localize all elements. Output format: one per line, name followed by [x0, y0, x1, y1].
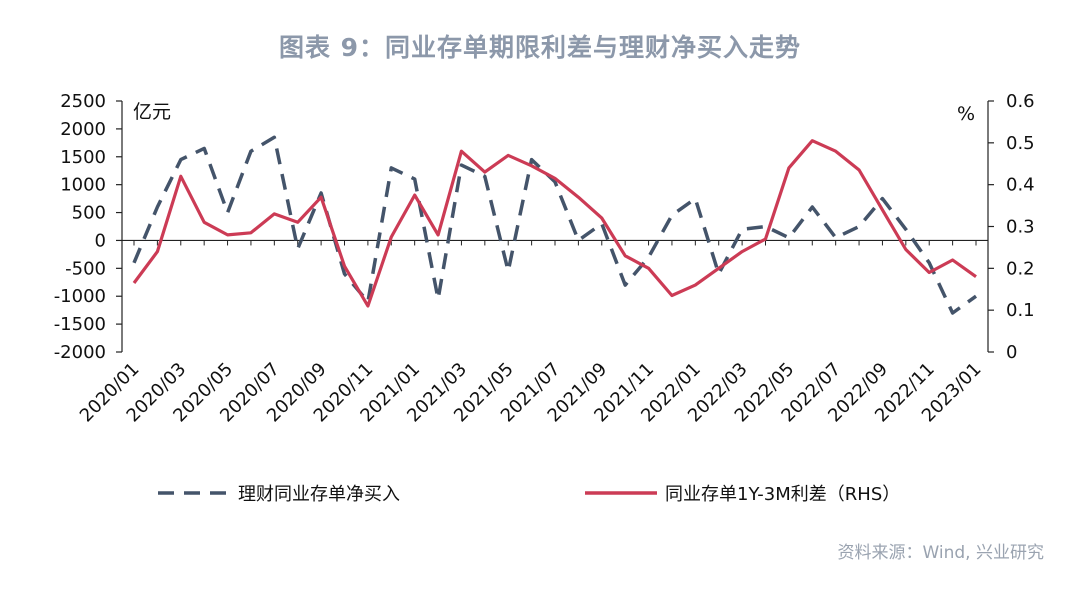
- right-tick-label: 0.3: [1006, 217, 1035, 238]
- x-axis-ticks: 2020/012020/032020/052020/072020/092020/…: [76, 240, 986, 426]
- right-tick-label: 0.6: [1006, 91, 1035, 112]
- source-note: 资料来源：Wind, 兴业研究: [837, 543, 1044, 563]
- left-tick-label: 0: [95, 230, 106, 251]
- legend: 理财同业存单净买入 同业存单1Y-3M利差（RHS）: [158, 484, 900, 505]
- left-tick-label: 2500: [60, 91, 106, 112]
- legend-label-spread: 同业存单1Y-3M利差（RHS）: [665, 484, 900, 505]
- right-tick-label: 0.4: [1006, 175, 1035, 196]
- left-tick-label: -1500: [54, 314, 106, 335]
- chart-title: 图表 9：同业存单期限利差与理财净买入走势: [278, 33, 802, 62]
- left-tick-label: -2000: [54, 342, 106, 363]
- right-axis-unit: %: [957, 103, 975, 125]
- left-tick-label: 1000: [60, 175, 106, 196]
- left-tick-label: 2000: [60, 119, 106, 140]
- series-line-ncd-spread: [132, 139, 977, 308]
- legend-label-wealth: 理财同业存单净买入: [238, 484, 400, 505]
- left-axis-unit: 亿元: [133, 101, 171, 123]
- series-lines: [132, 135, 978, 315]
- right-tick-label: 0.2: [1006, 258, 1035, 279]
- axes: [121, 101, 989, 352]
- left-tick-label: 500: [72, 203, 106, 224]
- right-tick-label: 0.1: [1006, 300, 1035, 321]
- left-tick-label: 1500: [60, 147, 106, 168]
- series-line-wealth-net-buy: [132, 135, 978, 315]
- right-axis-ticks: 0.6 0.5 0.4 0.3 0.2 0.1 0: [988, 91, 1035, 363]
- right-tick-label: 0.5: [1006, 133, 1035, 154]
- left-tick-label: -500: [65, 258, 106, 279]
- right-tick-label: 0: [1006, 342, 1017, 363]
- left-tick-label: -1000: [54, 286, 106, 307]
- left-axis-ticks: 2500 2000 1500 1000 500 0 -500 -1000 -1500 -2000: [54, 91, 122, 363]
